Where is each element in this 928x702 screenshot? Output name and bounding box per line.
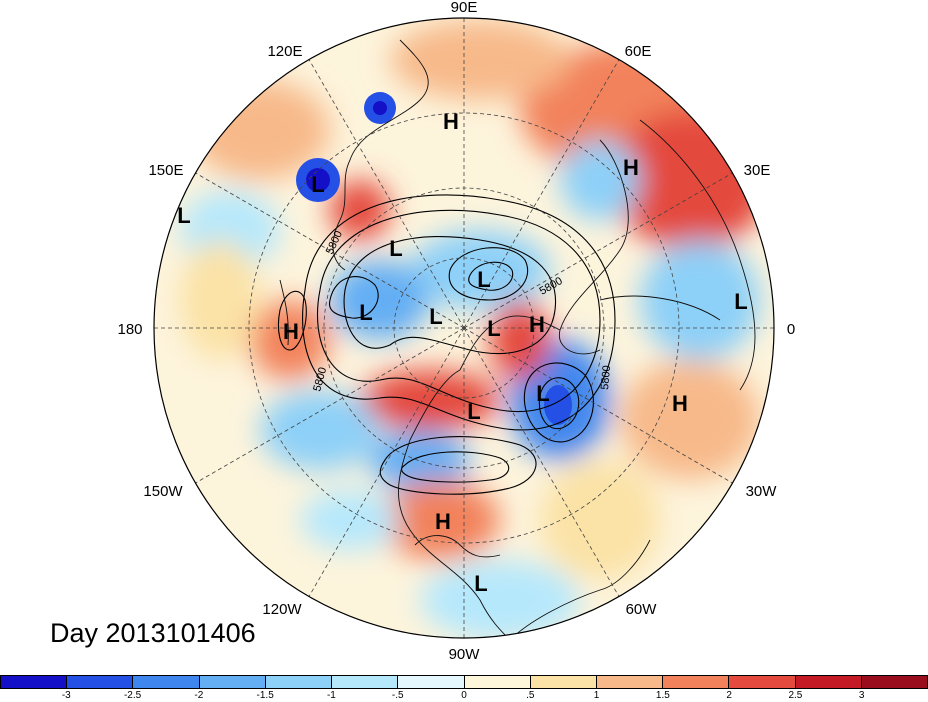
- lon-label-30w: 30W: [746, 483, 778, 500]
- height-contours: [277, 194, 616, 495]
- graticule: [154, 18, 774, 638]
- low-pressure-center: L: [177, 203, 190, 228]
- lon-label-180: 180: [117, 321, 142, 338]
- low-pressure-center: L: [389, 236, 402, 261]
- colorbar-segment: [861, 676, 928, 688]
- colorbar-segment: [795, 676, 862, 688]
- colorbar-tick-label: -1.5: [256, 690, 274, 701]
- high-pressure-center: H: [283, 319, 299, 344]
- colorbar-segment: [398, 676, 465, 688]
- coastlines: [279, 39, 756, 638]
- pressure-centers: H H L L L L L L L H L H L L H H L: [177, 109, 747, 596]
- high-pressure-center: H: [672, 391, 688, 416]
- colorbar-tick-labels: -3 -2.5 -2 -1.5 -1 -.5 0 .5 1 1.5 2 2.5 3: [0, 690, 928, 702]
- colorbar-segment: [67, 676, 134, 688]
- day-label: Day 2013101406: [50, 618, 256, 648]
- colorbar-tick-label: -2.5: [123, 690, 142, 701]
- low-pressure-center: L: [734, 289, 747, 314]
- lon-label-0: 0: [787, 321, 795, 338]
- low-pressure-center: L: [474, 571, 487, 596]
- colorbar-tick-label: 2: [726, 690, 732, 701]
- colorbar-segment: [133, 676, 200, 688]
- colorbar-segment: [530, 676, 597, 688]
- low-pressure-center: L: [359, 300, 372, 325]
- low-pressure-center: L: [477, 267, 490, 292]
- high-pressure-center: H: [623, 155, 639, 180]
- colorbar-segment: [1, 676, 68, 688]
- lon-label-30e: 30E: [744, 162, 771, 179]
- lon-label-150w: 150W: [143, 483, 183, 500]
- colorbar-tick-label: .5: [526, 690, 535, 701]
- colorbar-segment: [729, 676, 796, 688]
- low-pressure-center: L: [311, 172, 324, 197]
- lon-label-60e: 60E: [625, 43, 652, 60]
- colorbar-segment: [464, 676, 531, 688]
- colorbar-tick-label: -2: [194, 690, 204, 701]
- colorbar-tick-label: 1.5: [655, 690, 670, 701]
- colorbar-segment: [663, 676, 730, 688]
- lon-label-90e: 90E: [451, 0, 478, 16]
- low-pressure-center: L: [467, 399, 480, 424]
- contour-label: 5800: [599, 365, 613, 390]
- low-pressure-center: L: [429, 304, 442, 329]
- low-pressure-center: L: [536, 381, 549, 406]
- high-pressure-center: H: [435, 509, 451, 534]
- high-pressure-center: H: [529, 312, 545, 337]
- colorbar-segment: [332, 676, 399, 688]
- colorbar-tick-label: 0: [461, 690, 467, 701]
- colorbar-tick-label: 2.5: [788, 690, 803, 701]
- colorbar-tick-label: -.5: [391, 690, 404, 701]
- colorbar-tick-label: 1: [593, 690, 600, 701]
- lon-label-120w: 120W: [262, 601, 302, 618]
- colorbar-segment: [265, 676, 333, 688]
- lon-label-150e: 150E: [148, 162, 183, 179]
- high-pressure-center: H: [443, 109, 459, 134]
- lon-label-90w: 90W: [449, 646, 481, 663]
- map-boundary: [153, 17, 775, 639]
- colorbar-tick-label: -1: [326, 690, 336, 701]
- lon-label-60w: 60W: [626, 601, 658, 618]
- colorbar-tick-label: -3: [61, 690, 71, 701]
- colorbar: [0, 675, 928, 689]
- colorbar-tick-label: 3: [858, 690, 865, 701]
- low-pressure-center: L: [487, 316, 500, 341]
- lon-label-120e: 120E: [267, 43, 302, 60]
- colorbar-segment: [199, 676, 266, 688]
- longitude-labels: 90E 60E 30E 0 30W 60W 90W 120W 150W 180 …: [117, 0, 795, 663]
- colorbar-segment: [596, 676, 664, 688]
